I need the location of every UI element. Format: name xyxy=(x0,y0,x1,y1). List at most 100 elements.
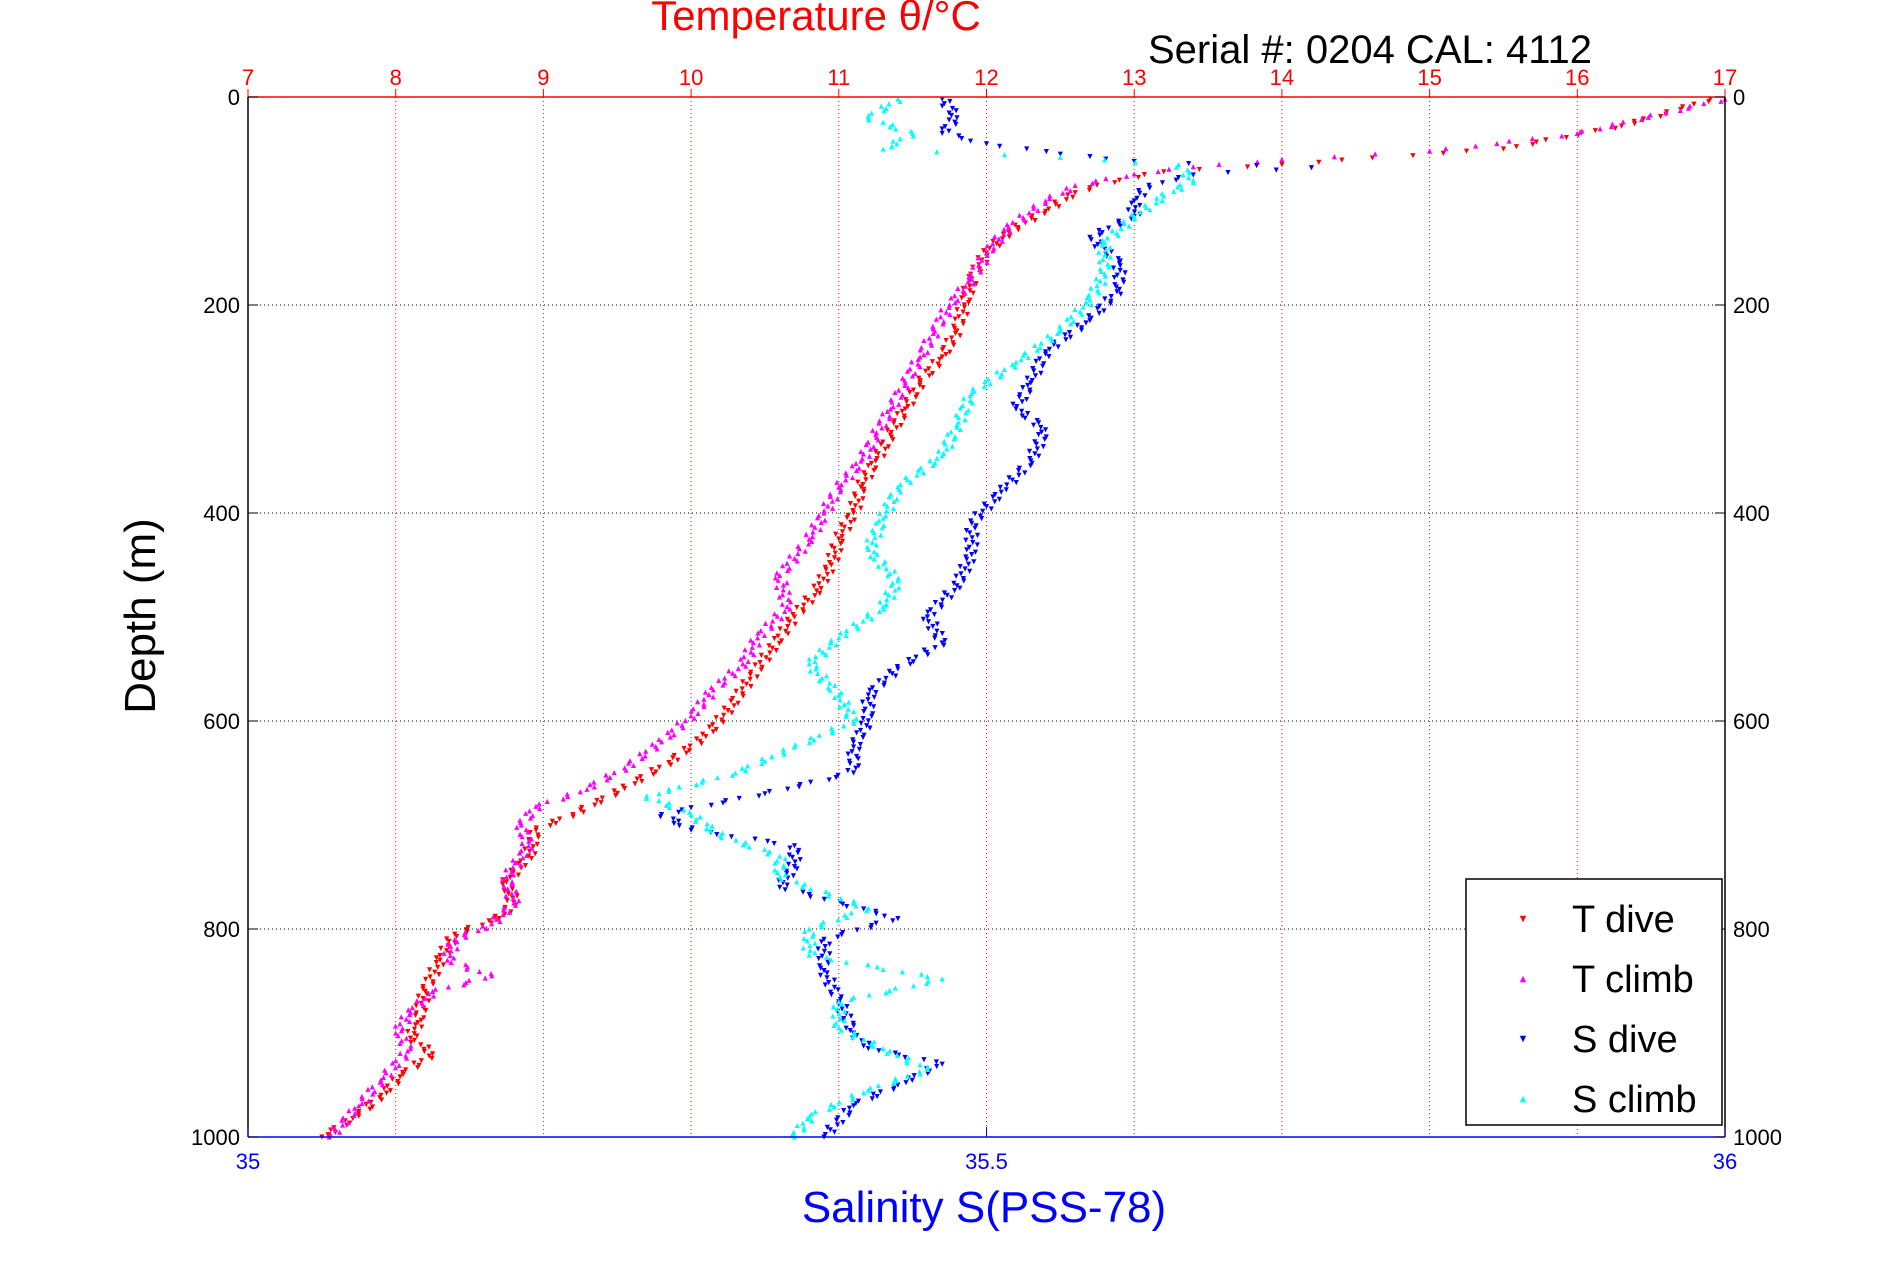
s-dive-point xyxy=(1092,244,1098,250)
s-climb-point xyxy=(866,117,872,123)
t-climb-point xyxy=(990,248,996,254)
t-climb-point xyxy=(784,580,790,586)
s-dive-point xyxy=(790,873,796,879)
s-climb-point xyxy=(944,431,951,437)
t-climb-point xyxy=(1030,203,1037,209)
s-dive-point xyxy=(892,1050,898,1056)
s-dive-point xyxy=(860,1043,867,1049)
t-dive-point xyxy=(970,290,976,296)
s-climb-point xyxy=(1094,283,1100,289)
temperature-tick-label: 15 xyxy=(1417,65,1441,90)
s-climb-point xyxy=(1032,342,1038,348)
s-climb-point xyxy=(806,926,812,932)
t-climb-point xyxy=(770,618,776,624)
t-climb-point xyxy=(395,1033,401,1039)
t-climb-point xyxy=(780,582,786,588)
t-dive-point xyxy=(720,719,726,726)
s-dive-point xyxy=(864,723,870,729)
t-climb-point xyxy=(667,734,673,740)
s-climb-point xyxy=(816,647,823,653)
t-climb-point xyxy=(639,755,645,761)
t-climb-point xyxy=(476,968,483,974)
s-climb-point xyxy=(850,718,857,724)
t-dive-point xyxy=(981,248,987,254)
t-dive-point xyxy=(811,583,817,589)
s-climb-point xyxy=(1186,169,1193,175)
s-dive-point xyxy=(1028,380,1034,386)
s-climb-point xyxy=(917,1062,923,1068)
t-dive-point xyxy=(994,241,1000,247)
t-climb-point xyxy=(837,489,844,495)
s-climb-point xyxy=(962,417,968,423)
s-climb-point xyxy=(1132,216,1138,222)
s-dive-point xyxy=(881,682,887,689)
s-dive-point xyxy=(980,508,986,514)
s-dive-point xyxy=(1043,149,1049,155)
s-dive-point xyxy=(1034,446,1040,452)
temperature-tick-label: 17 xyxy=(1713,65,1737,90)
s-dive-point xyxy=(941,590,948,596)
t-dive-point xyxy=(839,534,845,540)
s-dive-point xyxy=(720,800,726,806)
t-dive-point xyxy=(757,660,763,666)
t-dive-point xyxy=(890,437,896,443)
s-climb-point xyxy=(865,546,871,552)
s-climb-point xyxy=(1107,244,1113,250)
s-climb-point xyxy=(939,976,945,982)
s-dive-point xyxy=(1254,163,1260,169)
temperature-tick-label: 16 xyxy=(1565,65,1589,90)
t-climb-point xyxy=(921,337,927,344)
t-climb-point xyxy=(796,546,803,552)
t-climb-point xyxy=(750,639,756,646)
t-dive-point xyxy=(748,684,754,690)
s-dive-point xyxy=(1046,346,1052,352)
s-climb-point xyxy=(1057,328,1063,334)
s-dive-point xyxy=(1042,351,1049,357)
s-climb-point xyxy=(1096,290,1102,296)
t-climb-point xyxy=(356,1103,362,1109)
s-climb-point xyxy=(967,398,973,404)
s-dive-point xyxy=(821,936,827,942)
s-climb-point xyxy=(1102,252,1108,258)
s-dive-point xyxy=(861,708,867,715)
s-dive-point xyxy=(964,547,970,553)
s-climb-point xyxy=(1100,256,1106,262)
t-climb-point xyxy=(577,789,583,795)
t-dive-point xyxy=(835,557,841,563)
s-dive-point xyxy=(1010,401,1016,407)
t-climb-point xyxy=(756,642,762,648)
s-dive-point xyxy=(1122,270,1128,276)
s-climb-point xyxy=(971,388,977,394)
t-climb-point xyxy=(829,505,836,511)
t-dive-point xyxy=(713,715,719,721)
t-dive-point xyxy=(553,820,559,827)
t-climb-point xyxy=(740,661,746,667)
t-climb-point xyxy=(785,596,792,602)
s-dive-point xyxy=(847,760,853,767)
s-climb-point xyxy=(843,959,849,965)
t-climb-point xyxy=(809,534,816,540)
t-dive-point xyxy=(816,574,822,580)
s-climb-point xyxy=(832,694,838,700)
t-dive-point xyxy=(412,1012,419,1018)
t-climb-point xyxy=(970,264,976,270)
t-climb-point xyxy=(529,845,535,851)
t-dive-point xyxy=(433,960,439,966)
t-dive-point xyxy=(503,879,510,885)
t-climb-point xyxy=(898,394,904,400)
t-climb-point xyxy=(519,840,525,847)
legend-marker xyxy=(1519,975,1527,983)
t-dive-point xyxy=(681,745,687,752)
s-climb-point xyxy=(1131,214,1137,220)
temperature-tick-label: 14 xyxy=(1270,65,1294,90)
s-dive-point xyxy=(1022,415,1028,421)
t-dive-point xyxy=(740,679,746,685)
t-dive-point xyxy=(848,519,854,526)
temperature-tick-label: 10 xyxy=(679,65,703,90)
t-climb-point xyxy=(774,613,780,619)
t-dive-point xyxy=(852,503,858,509)
s-dive-point xyxy=(794,866,800,872)
t-climb-point xyxy=(984,252,990,258)
s-dive-point xyxy=(1036,453,1042,459)
